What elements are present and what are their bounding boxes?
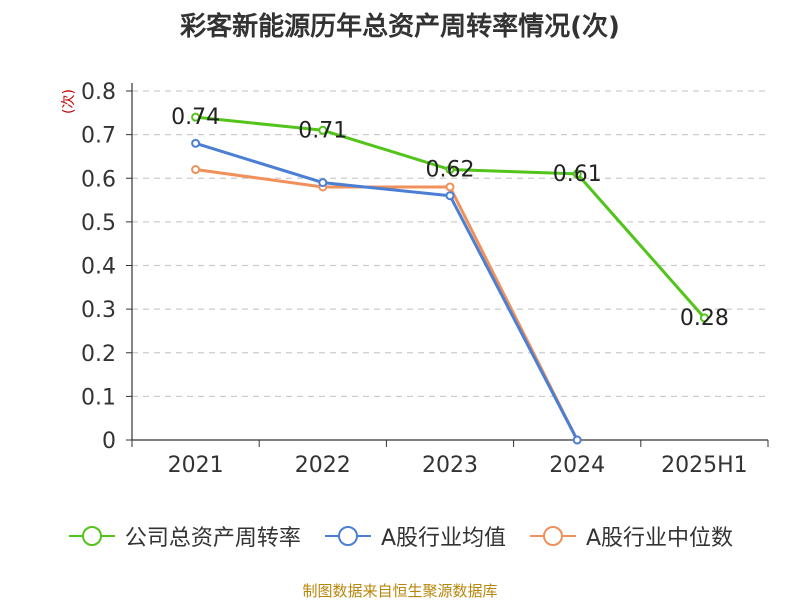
- data-label: 0.62: [426, 158, 475, 183]
- data-point: [191, 165, 201, 175]
- data-label: 0.74: [171, 105, 220, 130]
- data-label: 0.28: [680, 306, 729, 331]
- legend-item-industry-mean[interactable]: A股行业均值: [323, 520, 506, 552]
- x-tick-label: 2022: [295, 453, 351, 478]
- x-tick-label: 2025H1: [661, 453, 748, 478]
- legend-line-marker-icon: [530, 526, 576, 546]
- y-tick-label: 0.3: [81, 298, 116, 323]
- x-tick-label: 2021: [168, 453, 224, 478]
- legend-label-industry-mean: A股行业均值: [380, 526, 506, 551]
- data-point: [318, 178, 328, 188]
- y-tick-label: 0.8: [81, 80, 116, 105]
- y-tick-label: 0: [102, 429, 116, 454]
- y-tick-label: 0.7: [81, 124, 116, 149]
- data-source-note: 制图数据来自恒生聚源数据库: [302, 582, 498, 600]
- series-line-2: [195, 168, 579, 441]
- legend: 公司总资产周转率 A股行业均值 A股行业中位数: [0, 520, 800, 552]
- legend-item-industry-median[interactable]: A股行业中位数: [528, 520, 733, 552]
- y-axis-label: (次): [61, 89, 77, 114]
- legend-item-company[interactable]: 公司总资产周转率: [67, 520, 301, 552]
- series-line-0: [195, 115, 706, 319]
- y-tick-label: 0.1: [81, 385, 116, 410]
- chart-title: 彩客新能源历年总资产周转率情况(次): [180, 12, 620, 42]
- data-label: 0.71: [298, 118, 347, 143]
- data-point: [191, 112, 201, 122]
- legend-label-company: 公司总资产周转率: [124, 526, 301, 551]
- x-tick-label: 2024: [549, 453, 605, 478]
- series-line-1: [195, 141, 579, 441]
- line-chart: 0 0.1 0.2 0.3 0.4 0.5 0.6 0.7 0.8 2021 2022 2023 202…: [81, 80, 769, 478]
- data-point: [572, 169, 582, 179]
- data-point: [699, 313, 709, 323]
- data-point: [318, 125, 328, 135]
- y-tick-label: 0.5: [81, 211, 116, 236]
- y-tick-label: 0.2: [81, 342, 116, 367]
- y-tick-label: 0.4: [81, 255, 116, 280]
- legend-line-marker-icon: [324, 526, 371, 546]
- data-label: 0.61: [553, 162, 602, 187]
- legend-label-industry-median: A股行业中位数: [586, 526, 734, 551]
- data-point: [445, 165, 455, 175]
- y-tick-label: 0.6: [81, 167, 116, 192]
- data-point: [191, 138, 201, 148]
- x-tick-label: 2023: [422, 453, 478, 478]
- data-point: [445, 182, 455, 192]
- legend-line-marker-icon: [68, 526, 115, 546]
- data-point: [445, 191, 455, 201]
- data-point: [572, 435, 582, 445]
